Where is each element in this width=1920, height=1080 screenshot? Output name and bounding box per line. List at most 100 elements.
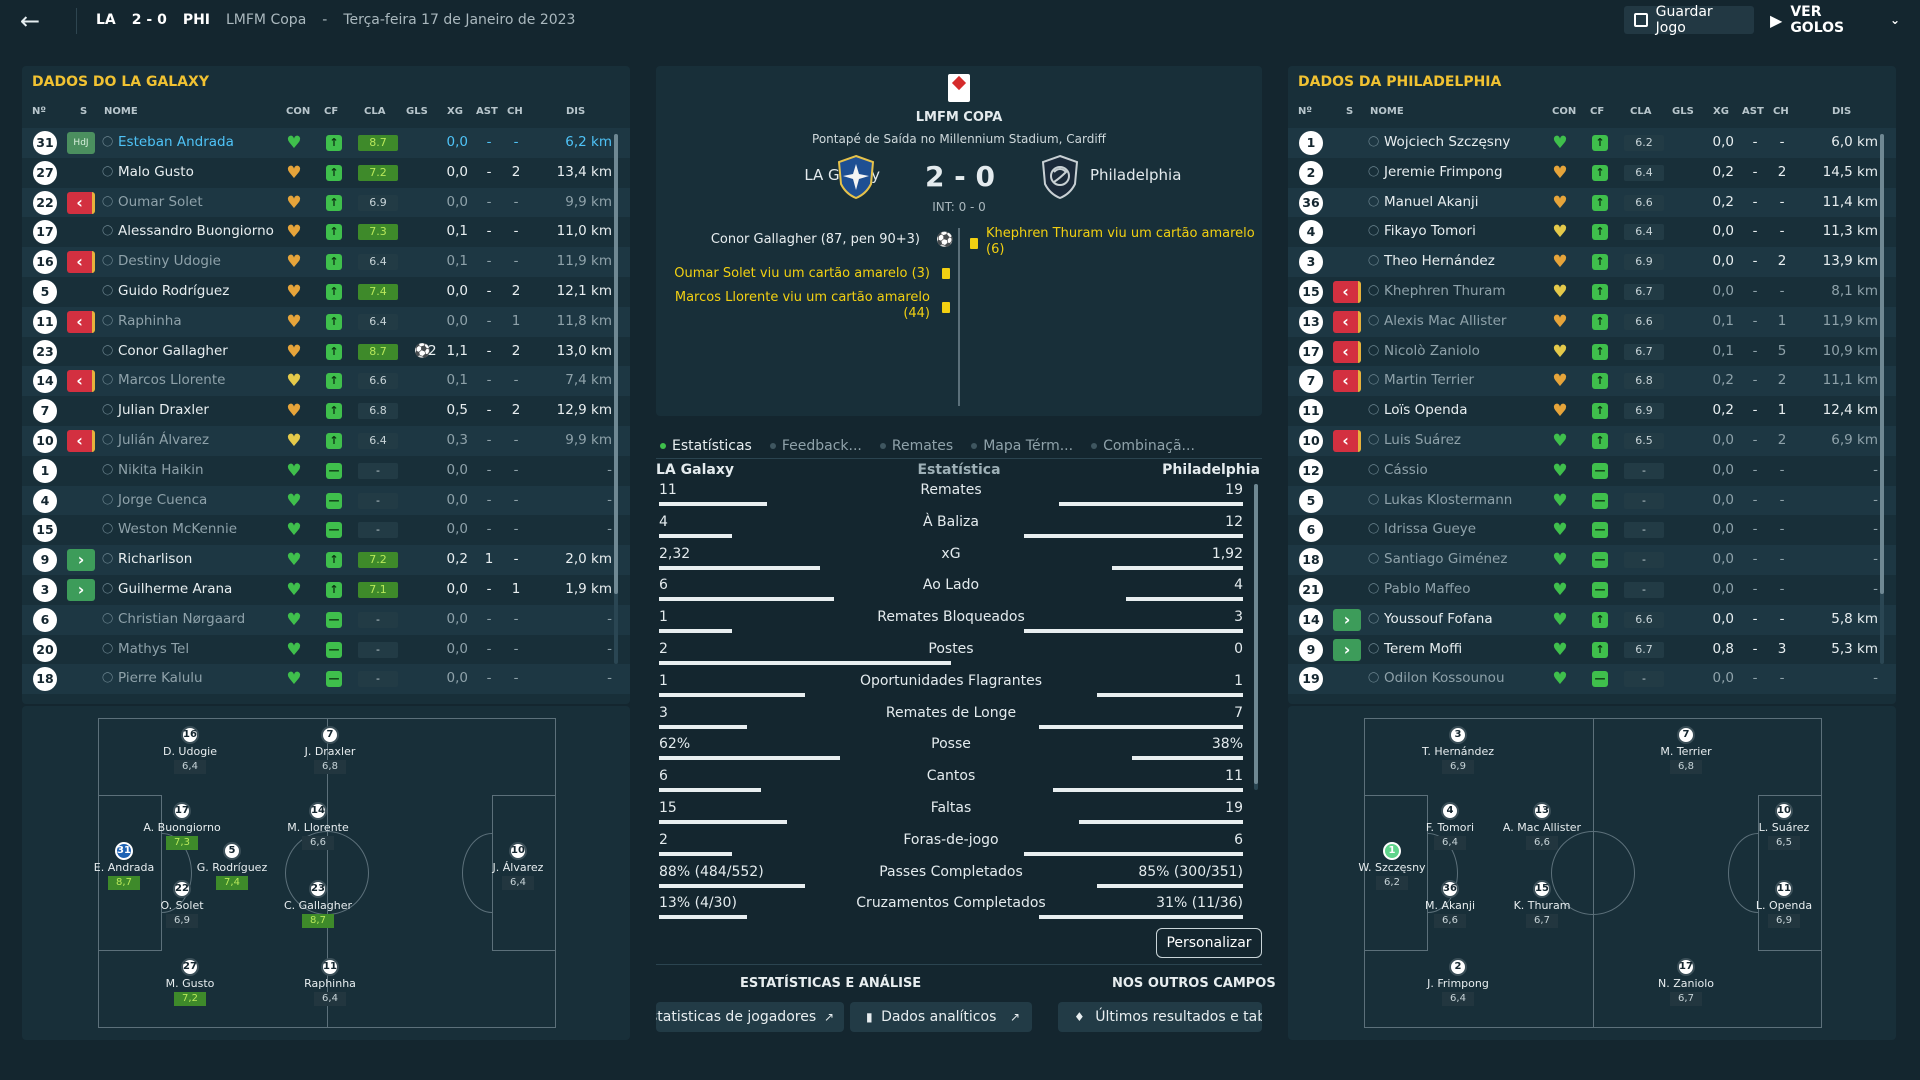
player-name[interactable]: Alessandro Buongiorno xyxy=(118,223,274,240)
player-name[interactable]: Jorge Cuenca xyxy=(118,491,208,508)
away-list-scrollbar[interactable] xyxy=(1880,134,1884,664)
home-list-scrollbar[interactable] xyxy=(614,134,618,664)
table-row[interactable]: 15 ◯ Weston McKennie ♥ — -0,0- - - xyxy=(22,515,630,545)
table-row[interactable]: 11 ‹ ◯ Raphinha ♥ ↑ 6.4 0,0 - 1 11,8 km xyxy=(22,306,630,337)
player-stats-link[interactable]: statisticas de jogadores ↗ xyxy=(656,1002,844,1032)
save-game-button[interactable]: Guardar Jogo xyxy=(1624,4,1754,36)
tab-combinations[interactable]: Combinaçã... xyxy=(1091,436,1195,456)
header-name[interactable]: NOME xyxy=(104,106,138,117)
header-ch[interactable]: CH xyxy=(1773,106,1789,117)
header-xg[interactable]: XG xyxy=(1713,106,1729,117)
header-cf[interactable]: CF xyxy=(324,106,339,117)
home-abbr[interactable]: LA xyxy=(96,12,116,28)
table-row[interactable]: 18 ◯ Santiago Giménez ♥ — -0,0- - - xyxy=(1288,545,1896,575)
tab-feedback[interactable]: Feedback... xyxy=(770,436,862,456)
table-row[interactable]: 21 ◯ Pablo Maffeo ♥ — -0,0- - - xyxy=(1288,575,1896,605)
pitch-player-marker[interactable]: 2 J. Frimpong 6,4 xyxy=(1418,958,1498,1012)
table-row[interactable]: 36 ◯ Manuel Akanji ♥ ↑ 6.6 0,2 - - 11,4 km xyxy=(1288,187,1896,218)
home-crest-icon[interactable] xyxy=(836,154,876,200)
header-gls[interactable]: GLS xyxy=(1672,106,1694,117)
player-name[interactable]: Christian Nørgaard xyxy=(118,610,246,627)
table-row[interactable]: 18 ◯ Pierre Kalulu ♥ — -0,0- - - xyxy=(22,664,630,695)
away-abbr[interactable]: PHI xyxy=(182,12,210,28)
table-row[interactable]: 4 ◯ Fikayo Tomori ♥ ↑ 6.4 0,0 - - 11,3 km xyxy=(1288,217,1896,247)
table-row[interactable]: 9 › ◯ Terem Moffi ♥ ↑ 6.7 0,8 - 3 5,3 km xyxy=(1288,635,1896,665)
player-name[interactable]: Mathys Tel xyxy=(118,640,190,657)
table-row[interactable]: 20 ◯ Mathys Tel ♥ — -0,0- - - xyxy=(22,635,630,665)
player-name[interactable]: Guilherme Arana xyxy=(118,580,233,597)
pitch-player-marker[interactable]: 23 C. Gallagher 8,7 xyxy=(278,880,358,934)
table-row[interactable]: 2 ◯ Jeremie Frimpong ♥ ↑ 6.4 0,2 - 2 14,5 km xyxy=(1288,158,1896,188)
table-row[interactable]: 15 ‹ ◯ Khephren Thuram ♥ ↑ 6.7 0,0 - - 8,1 km xyxy=(1288,277,1896,307)
player-name[interactable]: Wojciech Szczęsny xyxy=(1384,134,1511,150)
player-name[interactable]: Terem Moffi xyxy=(1384,640,1463,657)
header-ast[interactable]: AST xyxy=(1742,106,1764,117)
table-row[interactable]: 16 ‹ ◯ Destiny Udogie ♥ ↑ 6.4 0,1 - - 11,9 km xyxy=(22,247,630,277)
player-name[interactable]: Odilon Kossounou xyxy=(1384,670,1505,687)
player-name[interactable]: Khephren Thuram xyxy=(1384,282,1506,299)
pitch-player-marker[interactable]: 15 K. Thuram 6,7 xyxy=(1502,880,1582,934)
pitch-player-marker[interactable]: 4 F. Tomori 6,4 xyxy=(1410,802,1490,856)
table-row[interactable]: 6 ◯ Christian Nørgaard ♥ — -0,0- - - xyxy=(22,604,630,635)
header-ch[interactable]: CH xyxy=(507,106,523,117)
player-name[interactable]: Julián Álvarez xyxy=(118,431,210,448)
pitch-player-marker[interactable]: 17 N. Zaniolo 6,7 xyxy=(1646,958,1726,1012)
player-name[interactable]: Oumar Solet xyxy=(118,193,203,210)
chevron-down-icon[interactable]: ⌄ xyxy=(1889,13,1900,27)
header-num[interactable]: Nº xyxy=(32,106,47,117)
pitch-player-marker[interactable]: 16 D. Udogie 6,4 xyxy=(150,726,230,780)
player-name[interactable]: Manuel Akanji xyxy=(1384,193,1479,210)
player-name[interactable]: Richarlison xyxy=(118,551,193,568)
pitch-player-marker[interactable]: 14 M. Llorente 6,6 xyxy=(278,802,358,856)
header-cla[interactable]: CLA xyxy=(364,106,386,117)
table-row[interactable]: 23 ◯ Conor Gallagher ♥ ↑ 8.7 ⚽ 2 1,1-2 13,0 km xyxy=(22,337,630,367)
pitch-player-marker[interactable]: 5 G. Rodríguez 7,4 xyxy=(192,842,272,896)
pitch-player-marker[interactable]: 36 M. Akanji 6,6 xyxy=(1410,880,1490,934)
header-con[interactable]: CON xyxy=(286,106,311,117)
tab-statistics[interactable]: Estatísticas xyxy=(660,436,752,456)
table-row[interactable]: 14 › ◯ Youssouf Fofana ♥ ↑ 6.6 0,0 - - 5,8 km xyxy=(1288,604,1896,635)
pitch-player-marker[interactable]: 17 A. Buongiorno 7,3 xyxy=(142,802,222,856)
table-row[interactable]: 13 ‹ ◯ Alexis Mac Allister ♥ ↑ 6.6 0,1 - 1 11,9 km xyxy=(1288,306,1896,337)
table-row[interactable]: 14 ‹ ◯ Marcos Llorente ♥ ↑ 6.6 0,1 - - 7,4 km xyxy=(22,366,630,397)
player-name[interactable]: Fikayo Tomori xyxy=(1384,223,1476,240)
player-name[interactable]: Pierre Kalulu xyxy=(118,670,203,687)
analytics-link[interactable]: ▮ Dados analíticos ↗ xyxy=(850,1002,1032,1032)
pitch-player-marker[interactable]: 10 J. Álvarez 6,4 xyxy=(478,842,558,896)
player-name[interactable]: Weston McKennie xyxy=(118,521,238,538)
table-row[interactable]: 3 ◯ Theo Hernández ♥ ↑ 6.9 0,0 - 2 13,9 km xyxy=(1288,247,1896,277)
player-name[interactable]: Malo Gusto xyxy=(118,163,194,180)
table-row[interactable]: 6 ◯ Idrissa Gueye ♥ — -0,0- - - xyxy=(1288,515,1896,545)
header-gls[interactable]: GLS xyxy=(406,106,428,117)
player-name[interactable]: Jeremie Frimpong xyxy=(1384,163,1503,180)
player-name[interactable]: Nicolò Zaniolo xyxy=(1384,342,1480,359)
player-name[interactable]: Santiago Giménez xyxy=(1384,551,1508,568)
player-name[interactable]: Marcos Llorente xyxy=(118,372,226,389)
away-crest-icon[interactable] xyxy=(1040,154,1080,200)
pitch-player-marker[interactable]: 11 Raphinha 6,4 xyxy=(290,958,370,1012)
tab-shots[interactable]: Remates xyxy=(880,436,953,456)
player-name[interactable]: Lukas Klostermann xyxy=(1384,491,1513,508)
pitch-player-marker[interactable]: 22 O. Solet 6,9 xyxy=(142,880,222,934)
header-sub[interactable]: S xyxy=(1346,106,1354,117)
header-cla[interactable]: CLA xyxy=(1630,106,1652,117)
header-dis[interactable]: DIS xyxy=(1832,106,1852,117)
header-num[interactable]: Nº xyxy=(1298,106,1313,117)
player-name[interactable]: Idrissa Gueye xyxy=(1384,521,1477,538)
pitch-player-marker[interactable]: 27 M. Gusto 7,2 xyxy=(150,958,230,1012)
table-row[interactable]: 10 ‹ ◯ Julián Álvarez ♥ ↑ 6.4 0,3 - - 9,9 km xyxy=(22,425,630,456)
player-name[interactable]: Youssouf Fofana xyxy=(1384,610,1493,627)
table-row[interactable]: 17 ‹ ◯ Nicolò Zaniolo ♥ ↑ 6.7 0,1 - 5 10,9 km xyxy=(1288,337,1896,367)
player-name[interactable]: Alexis Mac Allister xyxy=(1384,312,1507,329)
table-row[interactable]: 12 ◯ Cássio ♥ — -0,0- - - xyxy=(1288,456,1896,486)
player-name[interactable]: Nikita Haikin xyxy=(118,461,204,478)
table-row[interactable]: 5 ◯ Lukas Klostermann ♥ — -0,0- - - xyxy=(1288,485,1896,516)
pitch-player-marker[interactable]: 11 L. Openda 6,9 xyxy=(1744,880,1824,934)
table-row[interactable]: 3 › ◯ Guilherme Arana ♥ ↑ 7.1 0,0 - 1 1,9 km xyxy=(22,575,630,605)
table-row[interactable]: 7 ‹ ◯ Martin Terrier ♥ ↑ 6.8 0,2 - 2 11,1 km xyxy=(1288,366,1896,397)
tab-heatmap[interactable]: Mapa Térm... xyxy=(971,436,1073,456)
player-name[interactable]: Guido Rodríguez xyxy=(118,282,230,299)
header-cf[interactable]: CF xyxy=(1590,106,1605,117)
away-team-name[interactable]: Philadelphia xyxy=(1090,166,1182,184)
latest-results-link[interactable]: ♦ Últimos resultados e tabe xyxy=(1058,1002,1262,1032)
